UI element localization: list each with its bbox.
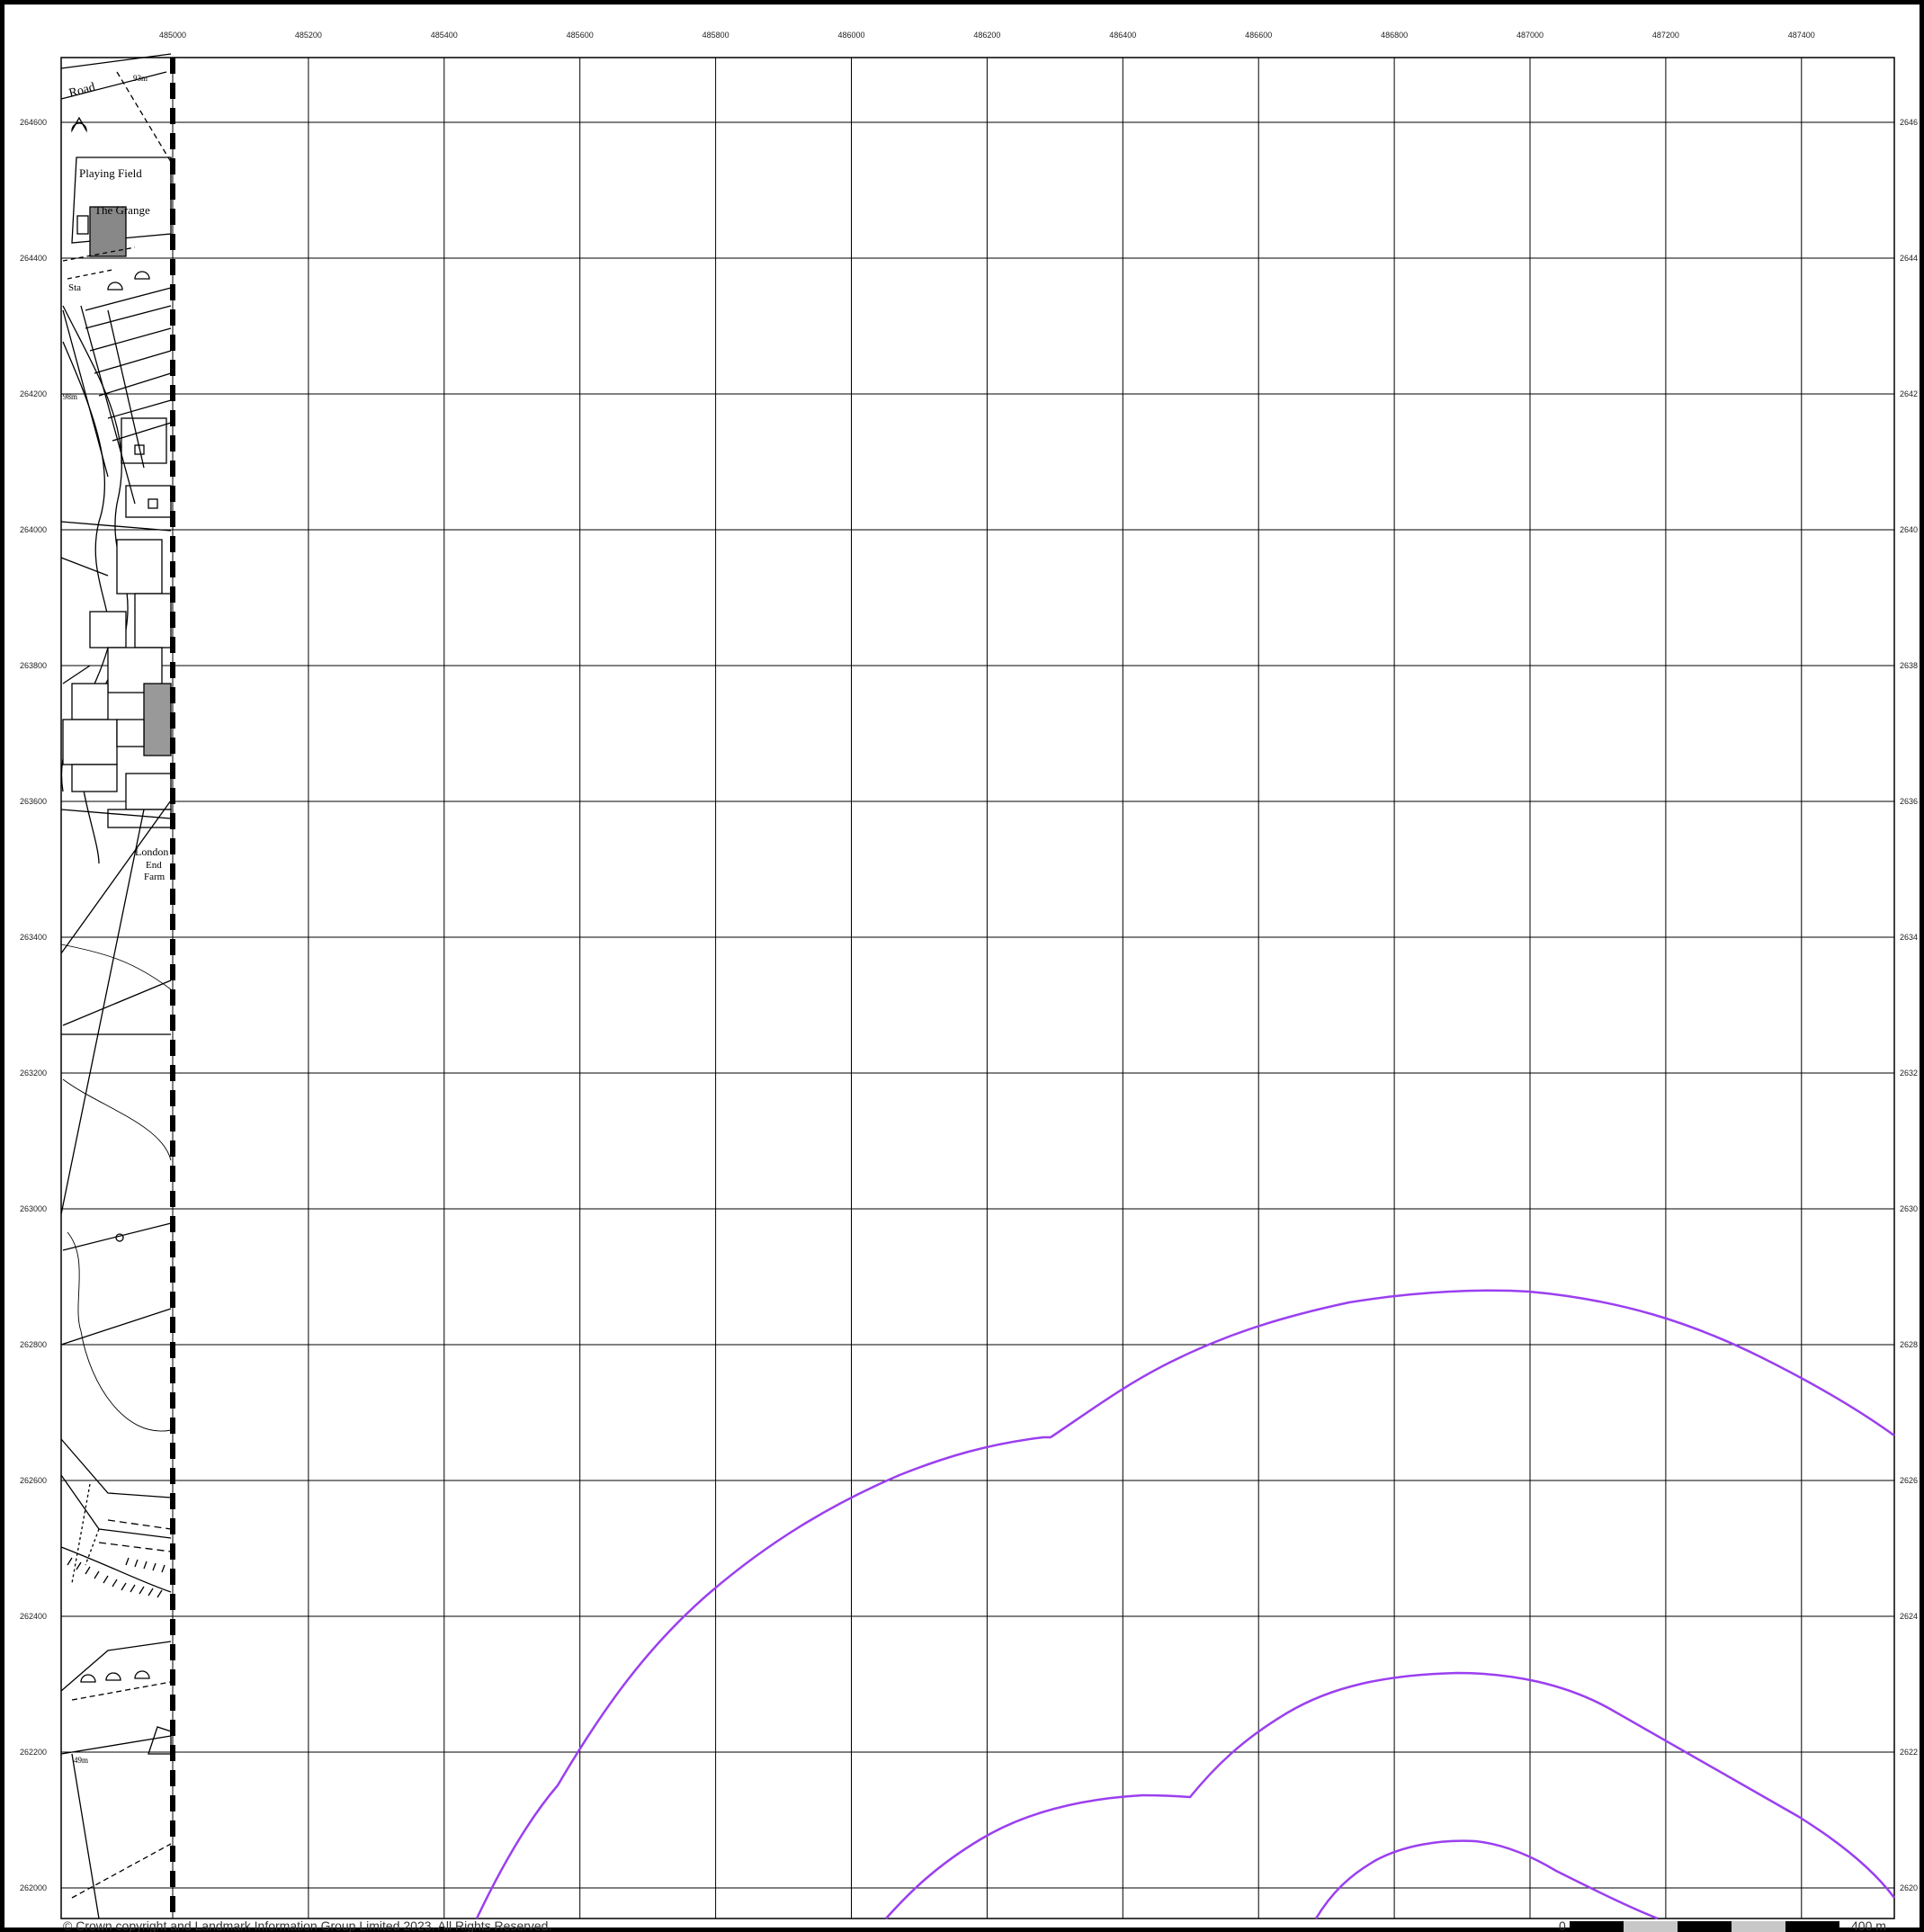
map-area bbox=[60, 57, 1895, 1919]
x-tick-label: 485800 bbox=[702, 31, 729, 40]
y-tick-label: 262200 bbox=[20, 1748, 47, 1757]
x-tick-label: 485600 bbox=[567, 31, 594, 40]
label-farm: Farm bbox=[144, 872, 166, 882]
y-tick-label-right: 2638 bbox=[1900, 661, 1918, 670]
x-tick-label: 485000 bbox=[159, 31, 186, 40]
contour-outer bbox=[475, 1289, 1895, 1919]
y-tick-label: 263800 bbox=[20, 661, 47, 670]
y-tick-label: 264600 bbox=[20, 118, 47, 127]
y-tick-label-right: 2642 bbox=[1900, 389, 1918, 398]
scale-bar: 0 400 m bbox=[1559, 1919, 1886, 1932]
x-tick-labels: 485000 485200 485400 485600 485800 486000 4862… bbox=[159, 31, 1815, 40]
road-top bbox=[60, 53, 172, 100]
buffer-contours bbox=[475, 1289, 1896, 1920]
x-tick-label: 486800 bbox=[1381, 31, 1408, 40]
y-tick-label-right: 2622 bbox=[1900, 1748, 1918, 1757]
y-tick-label-right: 2628 bbox=[1900, 1340, 1918, 1349]
grid-vertical-lines bbox=[172, 58, 1803, 1919]
x-tick-label: 486000 bbox=[837, 31, 864, 40]
label-london: London bbox=[135, 845, 168, 858]
tree-symbols-lower bbox=[80, 1670, 150, 1683]
y-tick-label: 262600 bbox=[20, 1476, 47, 1485]
contour-inner bbox=[1314, 1839, 1659, 1920]
label-spot-height-bottom: 49m bbox=[74, 1756, 88, 1765]
field-boundary bbox=[60, 800, 172, 1251]
tree-symbol bbox=[71, 116, 87, 133]
y-tick-label: 263600 bbox=[20, 797, 47, 806]
x-tick-label: 487000 bbox=[1517, 31, 1544, 40]
y-tick-label-right: 2640 bbox=[1900, 525, 1918, 534]
label-spot-height-top: 93m bbox=[133, 74, 148, 83]
trig-point bbox=[115, 1233, 124, 1242]
y-tick-label: 263000 bbox=[20, 1204, 47, 1213]
y-tick-labels-left: 264600 264400 264200 264000 263800 263600 2634… bbox=[20, 118, 47, 1892]
label-playing-field: Playing Field bbox=[79, 166, 142, 180]
y-tick-label: 262000 bbox=[20, 1883, 47, 1892]
village-lanes bbox=[60, 521, 172, 819]
y-tick-label-right: 2626 bbox=[1900, 1476, 1918, 1485]
y-tick-label-right: 2646 bbox=[1900, 118, 1918, 127]
y-tick-label: 264000 bbox=[20, 525, 47, 534]
label-end: End bbox=[146, 860, 162, 871]
x-tick-label: 486600 bbox=[1245, 31, 1272, 40]
footpath bbox=[62, 246, 136, 280]
y-tick-label-right: 2620 bbox=[1900, 1883, 1918, 1892]
label-road: Road bbox=[67, 81, 96, 101]
x-tick-label: 486400 bbox=[1109, 31, 1136, 40]
field-boundary-lower bbox=[60, 1641, 172, 1755]
y-tick-label-right: 2636 bbox=[1900, 797, 1918, 806]
y-tick-label-right: 2634 bbox=[1900, 933, 1918, 942]
tree-symbols bbox=[107, 271, 150, 291]
y-tick-label: 263200 bbox=[20, 1069, 47, 1078]
scale-start-label: 0 bbox=[1559, 1919, 1566, 1932]
x-tick-label: 486200 bbox=[973, 31, 1000, 40]
y-tick-label: 262400 bbox=[20, 1612, 47, 1621]
basemap-labels: Road 93m Playing Field The Grange Sta 98… bbox=[63, 74, 168, 1765]
y-tick-label: 264200 bbox=[20, 389, 47, 398]
label-spot-height-mid: 98m bbox=[63, 392, 77, 401]
boundary-lower bbox=[71, 1753, 100, 1919]
contour-middle bbox=[885, 1671, 1896, 1919]
label-sta: Sta bbox=[68, 282, 81, 293]
outbuilding bbox=[76, 215, 89, 235]
y-tick-label-right: 2644 bbox=[1900, 254, 1918, 263]
copyright-text: © Crown copyright and Landmark Informati… bbox=[63, 1919, 551, 1932]
label-the-grange: The Grange bbox=[94, 203, 150, 217]
y-tick-label-right: 2624 bbox=[1900, 1612, 1918, 1621]
railway-cutting bbox=[60, 1438, 172, 1598]
x-tick-label: 485400 bbox=[431, 31, 458, 40]
y-tick-label-right: 2630 bbox=[1900, 1204, 1918, 1213]
stream bbox=[62, 1078, 172, 1432]
x-tick-label: 487200 bbox=[1652, 31, 1679, 40]
the-grange-building bbox=[89, 206, 127, 257]
y-tick-label: 264400 bbox=[20, 254, 47, 263]
y-tick-label: 263400 bbox=[20, 933, 47, 942]
scale-end-label: 400 m bbox=[1851, 1919, 1886, 1932]
y-tick-labels-right: 2646 2644 2642 2640 2638 2636 2634 2632 2630 2628… bbox=[1900, 118, 1918, 1892]
dashed-track bbox=[71, 1681, 172, 1899]
field-boundary-south bbox=[60, 1308, 172, 1346]
y-tick-label-right: 2632 bbox=[1900, 1069, 1918, 1078]
y-tick-label: 262800 bbox=[20, 1340, 47, 1349]
x-tick-label: 487400 bbox=[1788, 31, 1815, 40]
grid-horizontal-lines bbox=[61, 121, 1894, 1889]
x-tick-label: 485200 bbox=[295, 31, 322, 40]
field-boundary-thin bbox=[60, 944, 172, 990]
